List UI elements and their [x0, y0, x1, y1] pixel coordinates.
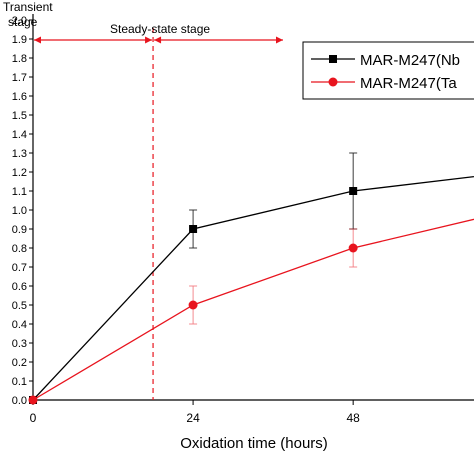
point-nb-2	[349, 187, 358, 195]
stage-annotations: Transient stage Steady-state stage	[3, 0, 283, 400]
steady-arrow-head-left	[154, 36, 162, 44]
point-ta-2	[348, 243, 358, 253]
legend-marker-ta	[328, 77, 338, 87]
legend-label-nb: MAR-M247(Nb	[360, 52, 460, 69]
annotation-transient: Transient	[3, 0, 53, 14]
x-ticks: 024487296120144168192216	[30, 400, 360, 425]
steady-arrow-head-right	[276, 36, 283, 44]
y-tick-label-10: 1.0	[12, 205, 27, 217]
series-ta	[28, 218, 474, 405]
y-tick-label-18: 1.8	[12, 53, 27, 65]
y-tick-label-20: 2.0	[12, 15, 27, 27]
y-tick-label-11: 1.1	[12, 186, 27, 198]
y-tick-label-19: 1.9	[12, 34, 27, 46]
y-tick-label-8: 0.8	[12, 243, 27, 255]
plot-frame-group	[32, 14, 474, 401]
series-group	[28, 152, 474, 405]
y-tick-label-16: 1.6	[12, 91, 27, 103]
y-tick-label-2: 0.2	[12, 357, 27, 369]
annotation-stage: stage	[8, 15, 38, 29]
y-tick-label-6: 0.6	[12, 281, 27, 293]
y-tick-label-4: 0.4	[12, 319, 27, 331]
y-tick-label-12: 1.2	[12, 167, 27, 179]
y-tick-label-7: 0.7	[12, 262, 27, 274]
legend-box	[302, 41, 474, 100]
y-tick-label-14: 1.4	[12, 129, 27, 141]
y-tick-label-1: 0.1	[12, 376, 27, 388]
point-nb-1	[189, 225, 198, 233]
y-tick-label-13: 1.3	[12, 148, 27, 160]
y-tick-label-9: 0.9	[12, 224, 27, 236]
point-ta-1	[188, 300, 198, 310]
series-line-nb	[32, 176, 474, 401]
series-line-ta	[32, 218, 474, 401]
y-tick-label-5: 0.5	[12, 300, 27, 312]
x-tick-label-2: 48	[346, 411, 360, 425]
legend-label-ta: MAR-M247(Ta	[360, 75, 457, 92]
transient-arrow-head-right	[145, 36, 153, 44]
point-ta-0	[28, 395, 38, 405]
y-tick-label-0: 0.0	[12, 395, 27, 407]
y-tick-label-17: 1.7	[12, 72, 27, 84]
x-axis-label: Oxidation time (hours)	[180, 435, 328, 452]
legend: MAR-M247(Nb MAR-M247(Ta	[302, 41, 474, 100]
y-tick-label-3: 0.3	[12, 338, 27, 350]
legend-marker-nb	[329, 55, 337, 63]
x-tick-label-0: 0	[30, 411, 37, 425]
transient-arrow-head-left	[34, 36, 41, 44]
annotation-steady-state: Steady-state stage	[110, 22, 210, 36]
y-tick-label-15: 1.5	[12, 110, 27, 122]
y-ticks: 0.0 0.1 0.2 0.3 0.4 0.5 0.6 0.7 0.8 0.9 1.0 1.1 1.2 1…	[12, 15, 33, 407]
x-tick-label-1: 24	[186, 411, 200, 425]
